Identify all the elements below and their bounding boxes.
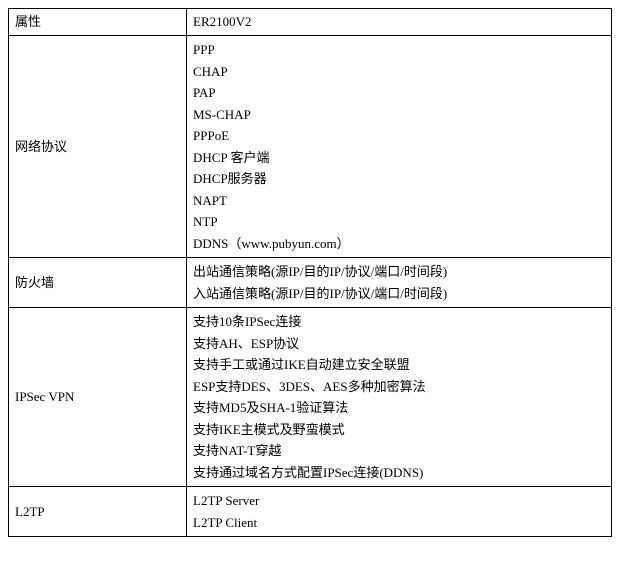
row-value: 出站通信策略(源IP/目的IP/协议/端口/时间段) 入站通信策略(源IP/目的… [187,258,612,308]
value-line: NAPT [193,191,605,211]
row-label: 防火墙 [9,258,187,308]
value-line: CHAP [193,62,605,82]
value-line: MS-CHAP [193,105,605,125]
row-label: L2TP [9,487,187,537]
value-line: PPP [193,40,605,60]
row-label: IPSec VPN [9,308,187,487]
value-line: PAP [193,83,605,103]
value-line: L2TP Client [193,513,605,533]
row-value: ER2100V2 [187,9,612,36]
value-line: 支持MD5及SHA-1验证算法 [193,398,605,418]
table-row: 防火墙 出站通信策略(源IP/目的IP/协议/端口/时间段) 入站通信策略(源I… [9,258,612,308]
spec-table: 属性 ER2100V2 网络协议 PPP CHAP PAP MS-CHAP PP… [8,8,612,537]
spec-table-body: 属性 ER2100V2 网络协议 PPP CHAP PAP MS-CHAP PP… [9,9,612,537]
value-line: DDNS（www.pubyun.com） [193,234,605,254]
table-row: L2TP L2TP Server L2TP Client [9,487,612,537]
value-line: 支持NAT-T穿越 [193,441,605,461]
value-line: 支持手工或通过IKE自动建立安全联盟 [193,355,605,375]
value-line: 支持IKE主模式及野蛮模式 [193,420,605,440]
table-row: 网络协议 PPP CHAP PAP MS-CHAP PPPoE DHCP 客户端… [9,36,612,258]
value-line: L2TP Server [193,491,605,511]
value-line: 支持10条IPSec连接 [193,312,605,332]
value-line: PPPoE [193,126,605,146]
value-line: 出站通信策略(源IP/目的IP/协议/端口/时间段) [193,262,605,282]
table-row: IPSec VPN 支持10条IPSec连接 支持AH、ESP协议 支持手工或通… [9,308,612,487]
row-label: 网络协议 [9,36,187,258]
value-line: ESP支持DES、3DES、AES多种加密算法 [193,377,605,397]
row-value: L2TP Server L2TP Client [187,487,612,537]
row-label: 属性 [9,9,187,36]
table-row: 属性 ER2100V2 [9,9,612,36]
value-line: DHCP 客户端 [193,148,605,168]
value-line: 支持AH、ESP协议 [193,334,605,354]
value-line: NTP [193,212,605,232]
row-value: PPP CHAP PAP MS-CHAP PPPoE DHCP 客户端 DHCP… [187,36,612,258]
value-line: DHCP服务器 [193,169,605,189]
row-value: 支持10条IPSec连接 支持AH、ESP协议 支持手工或通过IKE自动建立安全… [187,308,612,487]
value-line: 入站通信策略(源IP/目的IP/协议/端口/时间段) [193,284,605,304]
value-line: 支持通过域名方式配置IPSec连接(DDNS) [193,463,605,483]
